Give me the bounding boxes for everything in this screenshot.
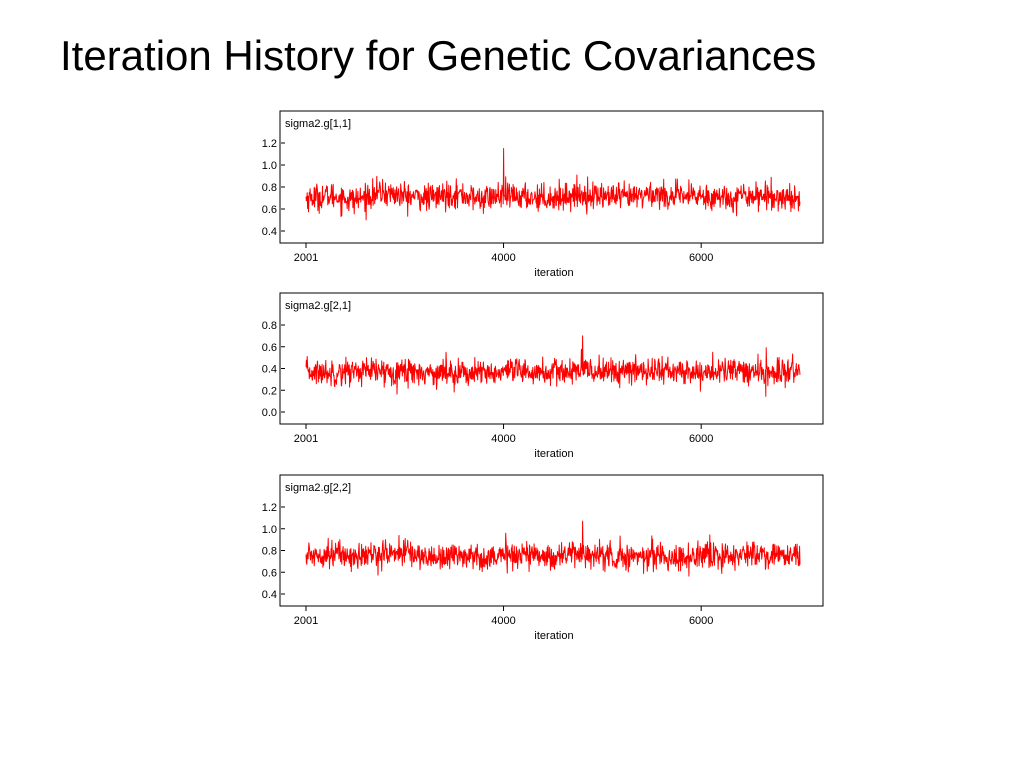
- y-tick-label: 1.0: [262, 524, 277, 536]
- plot-frame: [279, 110, 824, 244]
- y-tick-label: 0.6: [262, 567, 277, 579]
- y-tick-label: 0.6: [262, 204, 277, 216]
- trace-line: [305, 148, 801, 221]
- y-tick-label: 0.2: [262, 385, 277, 397]
- y-tick-label: 0.4: [262, 589, 277, 601]
- x-tick-label: 6000: [689, 433, 713, 445]
- y-tick-label: 0.4: [262, 226, 277, 238]
- x-tick-label: 2001: [294, 433, 318, 445]
- panel-title: sigma2.g[2,2]: [285, 482, 351, 494]
- x-axis-label: iteration: [534, 630, 573, 642]
- plot-frame: [279, 292, 824, 425]
- y-tick-label: 0.8: [262, 320, 277, 332]
- y-tick-label: 0.6: [262, 342, 277, 354]
- y-tick-label: 1.2: [262, 138, 277, 150]
- y-tick-label: 0.0: [262, 407, 277, 419]
- x-tick-label: 2001: [294, 615, 318, 627]
- trace-line: [305, 335, 801, 397]
- x-tick-label: 4000: [491, 615, 515, 627]
- x-tick-label: 6000: [689, 252, 713, 264]
- x-tick-label: 6000: [689, 615, 713, 627]
- panel-title: sigma2.g[1,1]: [285, 118, 351, 130]
- y-tick-label: 1.2: [262, 502, 277, 514]
- trace-line: [305, 520, 801, 577]
- y-tick-label: 0.4: [262, 364, 277, 376]
- slide-title: Iteration History for Genetic Covariance…: [60, 32, 817, 79]
- x-tick-label: 4000: [491, 252, 515, 264]
- plot-frame: [279, 474, 824, 607]
- panel-title: sigma2.g[2,1]: [285, 300, 351, 312]
- x-axis-label: iteration: [534, 448, 573, 460]
- x-tick-label: 2001: [294, 252, 318, 264]
- y-tick-label: 1.0: [262, 160, 277, 172]
- y-tick-label: 0.8: [262, 182, 277, 194]
- x-axis-label: iteration: [534, 267, 573, 279]
- y-tick-label: 0.8: [262, 546, 277, 558]
- x-tick-label: 4000: [491, 433, 515, 445]
